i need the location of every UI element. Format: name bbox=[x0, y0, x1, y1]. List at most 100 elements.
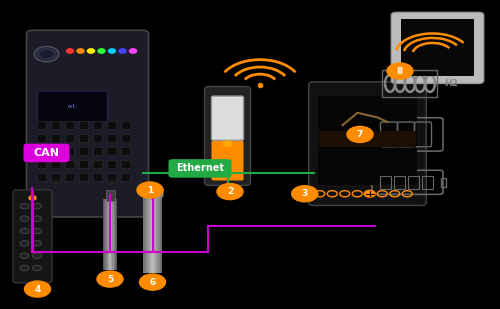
Circle shape bbox=[20, 253, 29, 258]
Circle shape bbox=[77, 49, 84, 53]
Bar bbox=[51, 134, 60, 142]
Bar bbox=[93, 160, 102, 168]
Circle shape bbox=[88, 49, 94, 53]
FancyBboxPatch shape bbox=[391, 12, 484, 83]
Text: 5: 5 bbox=[107, 274, 113, 284]
Circle shape bbox=[217, 184, 243, 200]
Bar bbox=[65, 147, 74, 155]
Bar bbox=[104, 199, 116, 270]
Circle shape bbox=[20, 228, 29, 234]
Text: CAN: CAN bbox=[34, 148, 60, 158]
Bar bbox=[382, 70, 438, 97]
Bar bbox=[65, 121, 74, 129]
Text: Ethernet: Ethernet bbox=[176, 163, 224, 173]
FancyBboxPatch shape bbox=[204, 87, 250, 185]
Bar bbox=[121, 134, 130, 142]
Circle shape bbox=[32, 228, 42, 234]
Bar bbox=[107, 134, 116, 142]
Bar bbox=[150, 196, 154, 273]
FancyBboxPatch shape bbox=[212, 141, 244, 180]
Circle shape bbox=[119, 49, 126, 53]
Circle shape bbox=[347, 126, 373, 142]
Text: H2: H2 bbox=[444, 79, 458, 88]
Bar bbox=[79, 173, 88, 181]
Bar bbox=[37, 121, 46, 129]
Circle shape bbox=[32, 216, 42, 222]
Bar bbox=[408, 176, 419, 189]
Circle shape bbox=[29, 196, 36, 200]
Text: 1: 1 bbox=[147, 185, 153, 195]
Bar bbox=[107, 160, 116, 168]
Circle shape bbox=[24, 281, 50, 297]
Circle shape bbox=[39, 49, 54, 59]
Bar bbox=[145, 196, 160, 273]
Bar bbox=[37, 160, 46, 168]
Bar bbox=[107, 173, 116, 181]
Bar bbox=[65, 134, 74, 142]
FancyBboxPatch shape bbox=[168, 159, 232, 178]
Circle shape bbox=[98, 49, 105, 53]
Circle shape bbox=[137, 182, 163, 198]
Bar bbox=[147, 196, 158, 273]
Bar bbox=[106, 199, 114, 270]
Circle shape bbox=[32, 253, 42, 258]
Circle shape bbox=[223, 141, 232, 146]
Circle shape bbox=[292, 186, 318, 202]
FancyBboxPatch shape bbox=[13, 190, 52, 283]
Bar bbox=[148, 196, 156, 273]
Circle shape bbox=[140, 274, 166, 290]
Bar bbox=[79, 134, 88, 142]
Text: 4: 4 bbox=[34, 285, 40, 294]
Bar bbox=[107, 147, 116, 155]
Text: 8: 8 bbox=[397, 66, 403, 76]
Circle shape bbox=[32, 204, 42, 209]
Bar bbox=[318, 96, 417, 185]
Bar bbox=[394, 176, 405, 189]
Bar bbox=[51, 121, 60, 129]
Bar bbox=[108, 199, 112, 270]
Bar bbox=[422, 176, 433, 189]
Bar bbox=[93, 121, 102, 129]
Text: 3: 3 bbox=[302, 189, 308, 198]
Circle shape bbox=[20, 204, 29, 209]
Bar bbox=[65, 173, 74, 181]
Circle shape bbox=[387, 63, 413, 79]
Circle shape bbox=[32, 240, 42, 246]
FancyBboxPatch shape bbox=[26, 30, 148, 217]
Bar bbox=[121, 173, 130, 181]
Bar bbox=[109, 199, 111, 270]
Bar bbox=[51, 147, 60, 155]
FancyBboxPatch shape bbox=[308, 82, 426, 205]
Bar bbox=[319, 131, 416, 147]
Bar bbox=[121, 160, 130, 168]
Circle shape bbox=[20, 240, 29, 246]
Circle shape bbox=[32, 265, 42, 271]
Circle shape bbox=[20, 216, 29, 222]
Bar bbox=[93, 134, 102, 142]
Bar bbox=[93, 147, 102, 155]
Text: 2: 2 bbox=[227, 187, 233, 196]
Bar bbox=[380, 176, 391, 189]
Bar bbox=[51, 173, 60, 181]
Bar bbox=[79, 160, 88, 168]
Bar bbox=[37, 147, 46, 155]
Circle shape bbox=[20, 265, 29, 271]
Bar bbox=[103, 199, 117, 270]
Circle shape bbox=[66, 49, 73, 53]
Bar bbox=[401, 19, 474, 76]
Circle shape bbox=[130, 49, 136, 53]
Text: oct.: oct. bbox=[68, 104, 77, 109]
Polygon shape bbox=[142, 185, 163, 200]
Circle shape bbox=[34, 46, 59, 62]
FancyBboxPatch shape bbox=[212, 96, 244, 140]
Bar bbox=[121, 147, 130, 155]
Bar bbox=[37, 134, 46, 142]
Text: 6: 6 bbox=[150, 277, 156, 287]
Bar bbox=[51, 160, 60, 168]
Circle shape bbox=[108, 49, 116, 53]
FancyBboxPatch shape bbox=[24, 144, 70, 162]
Bar bbox=[121, 121, 130, 129]
FancyBboxPatch shape bbox=[38, 91, 108, 122]
Bar bbox=[79, 121, 88, 129]
Bar bbox=[37, 173, 46, 181]
